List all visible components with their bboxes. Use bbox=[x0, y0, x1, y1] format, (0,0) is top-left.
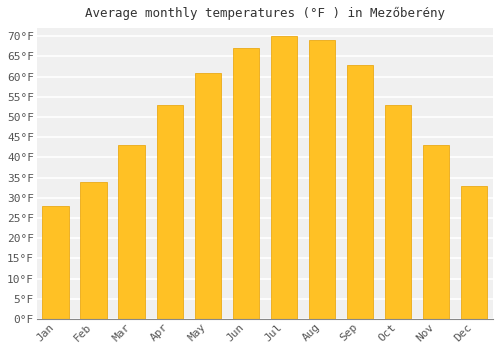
Title: Average monthly temperatures (°F ) in Mezőberény: Average monthly temperatures (°F ) in Me… bbox=[85, 7, 445, 20]
Bar bbox=[308, 40, 335, 319]
Bar bbox=[460, 186, 487, 319]
Bar bbox=[80, 182, 107, 319]
Bar bbox=[194, 72, 221, 319]
Bar bbox=[270, 36, 297, 319]
Bar bbox=[422, 145, 450, 319]
Bar bbox=[346, 64, 374, 319]
Bar bbox=[118, 145, 145, 319]
Bar bbox=[232, 48, 259, 319]
Bar bbox=[384, 105, 411, 319]
Bar bbox=[42, 206, 69, 319]
Bar bbox=[156, 105, 183, 319]
